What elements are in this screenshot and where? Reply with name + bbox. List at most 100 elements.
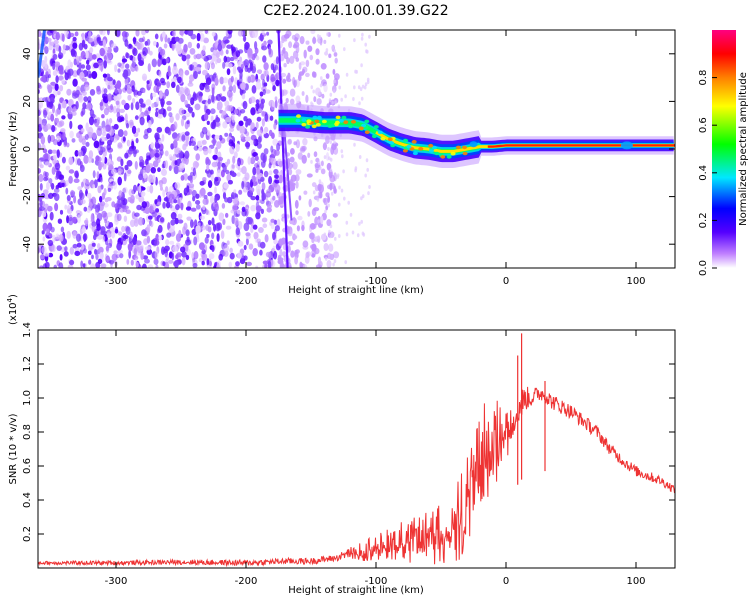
noise-speck [164,160,169,169]
noise-speck [95,252,99,261]
ridge-blob [348,124,354,129]
noise-speck [309,54,314,61]
noise-speck [101,114,105,119]
noise-speck [155,264,159,268]
noise-speck [181,134,186,142]
noise-speck [114,88,118,94]
noise-speck [133,184,137,193]
noise-speck [228,63,233,68]
noise-speck [129,55,134,61]
noise-speck [83,206,88,212]
noise-speck [297,215,303,221]
noise-speck [63,140,67,148]
noise-speck [237,30,244,37]
noise-speck [225,49,229,55]
noise-speck [80,199,86,205]
noise-speck [61,33,65,42]
noise-speck [222,191,227,200]
noise-speck [245,120,249,128]
noise-speck [123,102,130,111]
noise-speck [187,41,192,49]
noise-speck [139,116,145,126]
noise-speck [69,159,74,165]
noise-speck [146,235,151,244]
noise-speck [255,55,260,61]
noise-speck [138,37,144,43]
noise-speck [56,149,60,159]
noise-speck [149,50,153,56]
noise-speck [151,58,157,68]
noise-speck [215,117,221,123]
noise-speck [39,254,45,260]
snr-ytick-label: 0.4 [22,492,33,508]
noise-speck [210,169,214,176]
noise-speck [234,193,239,199]
noise-speck [295,95,301,104]
snr-frame [37,329,676,569]
noise-speck [38,82,41,89]
noise-speck [262,260,269,265]
noise-speck [264,69,269,77]
noise-streak [277,30,289,268]
noise-speck [268,170,273,176]
ridge-blob [406,144,412,149]
noise-speck [263,170,269,178]
noise-speck [167,37,171,44]
noise-speck [133,218,139,227]
noise-speck [40,60,46,67]
noise-speck [145,164,151,174]
noise-speck [218,212,224,222]
noise-speck [132,47,138,57]
noise-speck [110,160,114,167]
noise-speck [44,161,51,167]
noise-speck [96,223,101,231]
noise-speck [261,110,266,117]
noise-speck [85,50,89,59]
noise-speck [148,120,152,128]
noise-speck [243,255,248,261]
noise-speck [229,247,233,253]
ridge-blob [432,145,437,150]
noise-speck [89,47,94,54]
noise-speck [185,246,189,252]
noise-speck [56,245,62,252]
noise-speck [170,223,175,233]
noise-speck [224,197,229,203]
noise-speck [256,116,262,122]
noise-speck [320,63,327,70]
noise-speck [103,59,107,69]
noise-speck [187,82,194,87]
noise-speck [100,263,107,268]
noise-speck [232,155,236,164]
faint-speck [319,83,323,88]
noise-speck [111,43,117,49]
noise-speck [124,152,129,159]
noise-speck [93,234,97,241]
noise-speck [146,127,152,133]
noise-speck [288,168,293,176]
noise-speck [253,231,259,240]
noise-speck [58,45,62,54]
faint-speck [328,229,331,234]
noise-speck [166,81,171,89]
noise-speck [184,131,190,136]
noise-speck [103,88,108,94]
noise-speck [282,78,287,84]
noise-speck [203,194,208,200]
noise-speck [124,113,128,122]
noise-speck [136,42,143,50]
noise-speck [61,156,66,164]
noise-speck [248,243,254,250]
noise-speck [186,54,191,60]
noise-speck [117,168,123,174]
noise-speck [112,180,118,190]
noise-speck [150,142,155,149]
noise-speck [211,139,217,144]
noise-speck [79,211,83,217]
noise-speck [243,116,248,122]
noise-speck [154,250,159,259]
ridge-blob [295,118,301,123]
noise-speck [193,236,198,246]
noise-speck [141,30,147,36]
noise-speck [157,80,162,89]
